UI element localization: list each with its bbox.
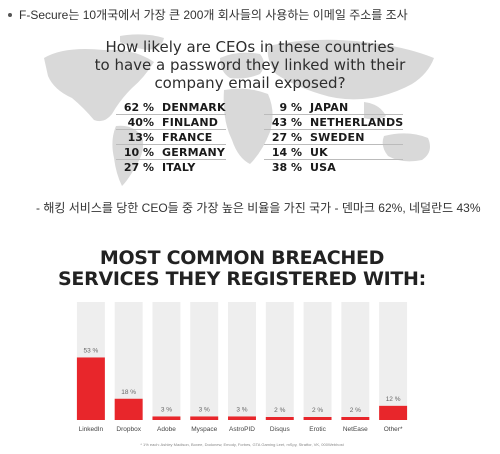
bar-track: [265, 302, 294, 420]
bar-adobe: [152, 416, 181, 420]
country-row: 40% FINLAND: [116, 115, 226, 130]
country-pct: 9 %: [279, 100, 302, 114]
bar-value-label: 2 %: [312, 407, 323, 414]
bar-value-label: 18 %: [121, 389, 136, 396]
category-label: LinkedIn: [79, 426, 104, 433]
bar-value-label: 2 %: [274, 407, 285, 414]
country-name: FRANCE: [162, 130, 213, 144]
bar-astropid: [228, 416, 256, 420]
bar-erotic: [303, 417, 332, 420]
bar-value-label: 3 %: [199, 406, 210, 413]
bar-value-label: 12 %: [386, 396, 401, 403]
bar-track: [228, 302, 256, 420]
country-row: 9 % JAPAN: [264, 100, 404, 115]
category-label: Erotic: [309, 426, 326, 433]
country-pct: 38 %: [271, 161, 302, 174]
country-name: ITALY: [162, 161, 196, 174]
category-label: Adobe: [157, 426, 176, 433]
ceo-password-infographic: How likely are CEOs in these countries t…: [24, 28, 476, 188]
chart-footnote: * 1% each: Ashley Madison, Boxee, Dodone…: [140, 442, 344, 447]
country-row: 27 % SWEDEN: [264, 130, 404, 145]
country-pct: 62 %: [123, 100, 154, 114]
country-pct: 27 %: [123, 161, 154, 174]
bar-track: [341, 302, 370, 420]
country-row: 13% FRANCE: [116, 130, 226, 145]
bar-value-label: 53 %: [83, 347, 98, 354]
bar-netease: [341, 417, 370, 420]
bar-myspace: [190, 416, 219, 420]
bullet-line: F-Secure는 10개국에서 가장 큰 200개 회사들의 사용하는 이메일…: [8, 6, 408, 23]
breached-services-infographic: MOST COMMON BREACHED SERVICES THEY REGIS…: [58, 240, 426, 452]
bar-value-label: 3 %: [161, 406, 172, 413]
country-name: SWEDEN: [310, 130, 365, 144]
caption-text: - 해킹 서비스를 당한 CEO들 중 가장 높은 비율을 가진 국가 - 덴마…: [36, 201, 481, 215]
bullet-dot-icon: [8, 12, 12, 17]
country-pct: 10 %: [123, 145, 154, 159]
country-pct: 40%: [127, 115, 154, 129]
country-row: 27 % ITALY: [116, 160, 226, 175]
bar-track: [303, 302, 332, 420]
country-pct: 13%: [127, 130, 154, 144]
question-heading: How likely are CEOs in these countries t…: [24, 38, 476, 92]
bar-track: [379, 302, 408, 420]
question-line: company email exposed?: [154, 74, 346, 92]
breached-services-chart: 53 % LinkedIn 18 % Dropbox 3 % Adobe 3 % Myspac…: [76, 302, 408, 433]
country-name: GERMANY: [162, 145, 226, 159]
bar-track: [190, 302, 219, 420]
category-label: Dropbox: [116, 426, 141, 433]
question-line: How likely are CEOs in these countries: [105, 38, 395, 56]
bar-dropbox: [114, 398, 143, 420]
country-name: DENMARK: [162, 100, 226, 114]
country-list-left: 62 % DENMARK 40% FINLAND 13% FRANCE 10 % GER…: [116, 100, 226, 175]
category-label: NetEase: [343, 426, 368, 433]
bar-other: [379, 405, 408, 420]
bar-disqus: [265, 417, 294, 420]
category-label: Myspace: [191, 426, 217, 433]
bar-value-label: 3 %: [236, 406, 247, 413]
country-list-right: 9 % JAPAN 43 % NETHERLANDS 27 % SWEDEN 14 %…: [264, 100, 404, 175]
country-name: JAPAN: [310, 100, 349, 114]
country-name: UK: [310, 145, 328, 159]
chart-title-line-2: SERVICES THEY REGISTERED WITH:: [58, 268, 426, 290]
chart-title-line-1: MOST COMMON BREACHED: [99, 247, 385, 269]
bar-track: [152, 302, 181, 420]
country-pct: 43 %: [271, 115, 302, 129]
country-row: 62 % DENMARK: [116, 100, 226, 115]
country-row: 43 % NETHERLANDS: [264, 115, 404, 130]
country-row: 10 % GERMANY: [116, 145, 226, 160]
bar-linkedin: [76, 357, 105, 420]
country-row: 14 % UK: [264, 145, 404, 160]
category-label: Disqus: [270, 426, 291, 433]
country-row: 38 % USA: [264, 160, 403, 175]
category-label: AstroPID: [229, 426, 255, 433]
country-pct: 14 %: [271, 145, 302, 159]
country-name: NETHERLANDS: [310, 115, 404, 129]
country-pct: 27 %: [271, 130, 302, 144]
bar-value-label: 2 %: [350, 407, 361, 414]
country-name: FINLAND: [162, 115, 219, 129]
bullet-text: F-Secure는 10개국에서 가장 큰 200개 회사들의 사용하는 이메일…: [19, 8, 408, 22]
world-map-icon: [44, 34, 434, 186]
country-name: USA: [310, 161, 336, 174]
category-label: Other*: [384, 426, 403, 433]
question-line: to have a password they linked with thei…: [94, 56, 406, 74]
